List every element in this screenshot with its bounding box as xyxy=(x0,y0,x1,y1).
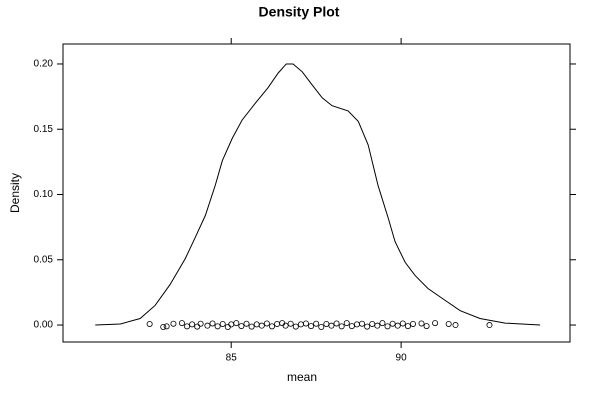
rug-point xyxy=(389,320,396,327)
rug-point xyxy=(228,321,235,328)
rug-point xyxy=(343,320,350,327)
rug-point xyxy=(302,320,309,327)
rug-point xyxy=(404,323,411,330)
rug-point xyxy=(432,320,439,327)
rug-point xyxy=(297,321,304,328)
rug-point xyxy=(233,320,240,327)
rug-point xyxy=(353,321,360,328)
x-tick-label: 85 xyxy=(226,353,238,364)
y-tick-label: 0.10 xyxy=(34,189,54,200)
rug-point xyxy=(163,323,170,330)
rug-point xyxy=(279,320,286,327)
rug-point xyxy=(197,320,204,327)
rug-point xyxy=(379,320,386,327)
rug-point xyxy=(364,323,371,330)
rug-point xyxy=(445,320,452,327)
rug-point xyxy=(359,320,366,327)
rug-point xyxy=(369,320,376,327)
rug-point xyxy=(374,322,381,329)
rug-point xyxy=(287,320,294,327)
rug-point xyxy=(209,320,216,327)
y-axis-label: Density xyxy=(8,173,22,213)
rug-point xyxy=(189,321,196,328)
chart-title: Density Plot xyxy=(259,4,340,20)
rug-point xyxy=(394,322,401,329)
rug-point xyxy=(214,323,221,330)
rug-point xyxy=(348,323,355,330)
rug-point xyxy=(243,320,250,327)
rug-point xyxy=(238,323,245,330)
rug-point xyxy=(323,320,330,327)
rug-point xyxy=(248,323,255,330)
y-tick-label: 0.20 xyxy=(34,59,54,70)
y-tick-label: 0.05 xyxy=(34,254,54,265)
rug-point xyxy=(333,320,340,327)
rug-point xyxy=(219,320,226,327)
rug-point xyxy=(384,323,391,330)
rug-point xyxy=(224,323,231,330)
rug-point xyxy=(184,323,191,330)
rug-point xyxy=(194,323,201,330)
rug-point xyxy=(170,320,177,327)
rug-point xyxy=(282,322,289,329)
density-line xyxy=(95,63,541,326)
rug-point xyxy=(274,320,281,327)
rug-point xyxy=(146,320,153,327)
rug-point xyxy=(399,320,406,327)
rug-point xyxy=(160,323,167,330)
x-tick-label: 90 xyxy=(396,353,408,364)
rug-point xyxy=(318,323,325,330)
rug-point xyxy=(410,320,417,327)
rug-point xyxy=(423,323,430,330)
rug-point xyxy=(204,322,211,329)
rug-point xyxy=(328,322,335,329)
plot-frame xyxy=(62,43,571,343)
x-axis-label: mean xyxy=(287,370,317,384)
rug-point xyxy=(292,323,299,330)
rug-point xyxy=(452,322,459,329)
rug-point xyxy=(313,320,320,327)
rug-point xyxy=(338,323,345,330)
rug-point xyxy=(178,320,185,327)
y-tick-label: 0.15 xyxy=(34,124,54,135)
rug-point xyxy=(268,323,275,330)
rug-point xyxy=(418,320,425,327)
rug-point xyxy=(486,322,493,329)
rug-point xyxy=(258,322,265,329)
y-tick-label: 0.00 xyxy=(34,320,54,331)
rug-point xyxy=(253,321,260,328)
rug-point xyxy=(308,323,315,330)
rug-point xyxy=(263,320,270,327)
